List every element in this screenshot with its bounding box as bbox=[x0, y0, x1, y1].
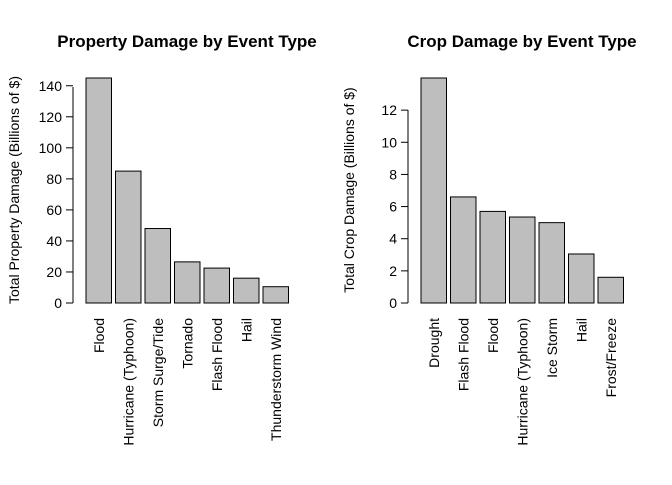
property-category-label-3: Tornado bbox=[179, 318, 195, 369]
crop-y-tick-label: 6 bbox=[389, 199, 397, 215]
crop-y-tick-label: 2 bbox=[389, 263, 397, 279]
crop-category-labels: Drought Flash Flood Flood Hurricane (Typhoo… bbox=[426, 318, 619, 446]
property-bar-6 bbox=[262, 286, 289, 304]
property-y-tick-label: 120 bbox=[39, 109, 63, 125]
crop-chart-title: Crop Damage by Event Type bbox=[407, 32, 636, 51]
property-bar-3 bbox=[174, 261, 201, 304]
crop-bar-0 bbox=[420, 77, 447, 304]
property-bars bbox=[85, 77, 289, 304]
property-chart-title: Property Damage by Event Type bbox=[57, 32, 317, 51]
property-y-tick-label: 0 bbox=[54, 295, 62, 311]
crop-y-tick-label: 0 bbox=[389, 295, 397, 311]
crop-y-tick-label: 8 bbox=[389, 166, 397, 182]
property-bar-1 bbox=[115, 170, 142, 304]
crop-bar-4 bbox=[538, 222, 565, 304]
crop-category-label-3: Hurricane (Typhoon) bbox=[514, 318, 530, 446]
crop-bar-2 bbox=[479, 210, 506, 304]
property-category-label-2: Storm Surge/Tide bbox=[150, 318, 166, 427]
property-bar-0 bbox=[85, 77, 112, 304]
crop-y-tick-label: 12 bbox=[381, 102, 397, 118]
crop-category-label-4: Ice Storm bbox=[544, 318, 560, 378]
property-bar-2 bbox=[144, 228, 171, 304]
crop-bar-5 bbox=[568, 253, 595, 304]
property-y-tick-label: 80 bbox=[46, 171, 62, 187]
property-category-labels: Flood Hurricane (Typhoon) Storm Surge/Tide… bbox=[91, 318, 284, 446]
crop-y-axis-label: Total Crop Damage (Billions of $) bbox=[341, 87, 357, 292]
crop-category-label-6: Frost/Freeze bbox=[603, 318, 619, 398]
property-y-tick-label: 60 bbox=[46, 202, 62, 218]
property-category-label-4: Flash Flood bbox=[209, 318, 225, 391]
property-y-tick-label: 40 bbox=[46, 233, 62, 249]
crop-y-tick-label: 10 bbox=[381, 134, 397, 150]
property-category-label-1: Hurricane (Typhoon) bbox=[120, 318, 136, 446]
crop-bar-1 bbox=[450, 196, 477, 304]
crop-category-label-0: Drought bbox=[426, 318, 442, 368]
property-y-axis-label: Total Property Damage (Billions of $) bbox=[6, 76, 22, 304]
crop-category-label-2: Flood bbox=[485, 318, 501, 353]
crop-y-ticks: 0 2 4 6 8 10 12 bbox=[381, 102, 408, 311]
property-bar-4 bbox=[203, 267, 230, 304]
crop-bars bbox=[420, 77, 624, 304]
property-damage-chart: Property Damage by Event Type Total Prop… bbox=[6, 32, 317, 446]
crop-bar-3 bbox=[509, 216, 536, 304]
crop-category-label-1: Flash Flood bbox=[455, 318, 471, 391]
crop-category-label-5: Hail bbox=[573, 318, 589, 342]
property-y-ticks: 0 20 40 60 80 100 120 140 bbox=[39, 78, 73, 311]
property-y-tick-label: 20 bbox=[46, 264, 62, 280]
property-category-label-6: Thunderstorm Wind bbox=[268, 318, 284, 441]
property-y-tick-label: 100 bbox=[39, 140, 63, 156]
crop-damage-chart: Crop Damage by Event Type Total Crop Dam… bbox=[341, 32, 637, 446]
property-y-tick-label: 140 bbox=[39, 78, 63, 94]
property-category-label-0: Flood bbox=[91, 318, 107, 353]
property-bar-5 bbox=[233, 277, 260, 304]
crop-y-tick-label: 4 bbox=[389, 231, 397, 247]
property-category-label-5: Hail bbox=[238, 318, 254, 342]
crop-bar-6 bbox=[597, 276, 624, 304]
